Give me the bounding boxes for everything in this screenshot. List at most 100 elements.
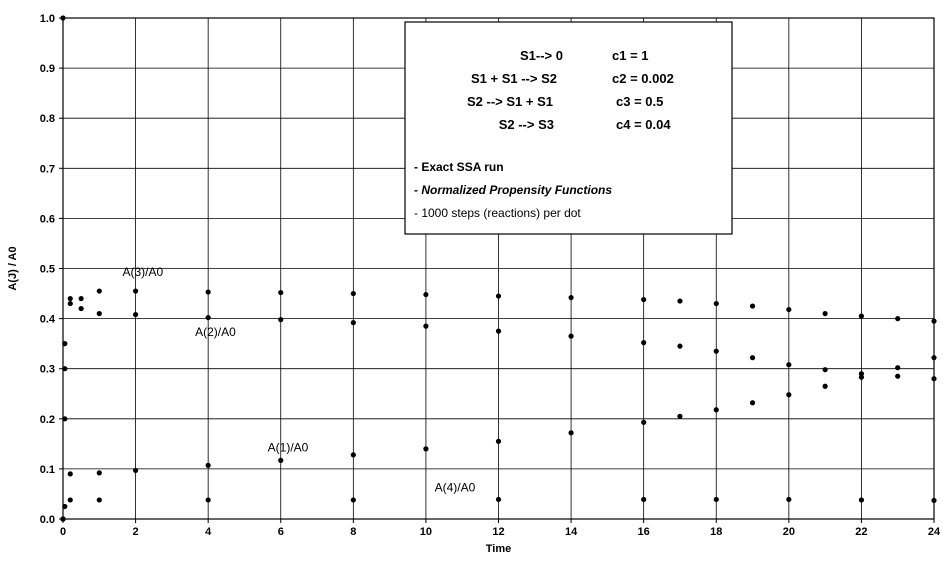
- data-point: [495, 496, 502, 503]
- data-point: [278, 457, 284, 463]
- legend-box: S1--> 0 c1 = 1 S1 + S1 --> S2 c2 = 0.002 S2 …: [404, 21, 733, 235]
- x-tick-label: 4: [205, 526, 212, 538]
- y-tick-labels: 0.0 0.1 0.2 0.3 0.4 0.5 0.6 0.7 0.8 0.9 1.0: [40, 13, 56, 526]
- data-point: [278, 289, 284, 296]
- data-point: [78, 295, 84, 302]
- data-point: [749, 355, 756, 361]
- data-point: [677, 343, 683, 349]
- series-label: A(2)/A0: [195, 325, 236, 339]
- data-point: [822, 383, 828, 389]
- data-point: [96, 497, 102, 503]
- data-point: [350, 497, 356, 503]
- data-point: [495, 328, 502, 334]
- data-point: [205, 314, 211, 321]
- x-tick-label: 2: [133, 526, 139, 538]
- data-point: [786, 306, 792, 313]
- x-tick-label: 6: [278, 526, 284, 538]
- series-label: A(1)/A0: [268, 440, 309, 454]
- series-label: A(4)/A0: [435, 480, 476, 494]
- y-axis-label: A(J) / A0: [7, 246, 19, 290]
- y-tick-label: 0.4: [40, 314, 56, 326]
- data-point: [132, 288, 139, 294]
- x-tick-label: 14: [565, 526, 578, 538]
- data-point: [786, 362, 792, 368]
- data-point: [205, 497, 211, 503]
- data-point: [713, 300, 719, 307]
- data-point: [568, 294, 574, 301]
- data-point: [858, 371, 865, 377]
- legend-reaction: S2 --> S3: [499, 117, 554, 132]
- legend-note: - 1000 steps (reactions) per dot: [414, 206, 581, 220]
- legend-reaction: S1--> 0: [520, 48, 563, 63]
- series-labels: A(3)/A0 A(2)/A0 A(1)/A0 A(4)/A0: [122, 265, 475, 494]
- x-tick-labels: 0 2 4 6 8 10 12 14 16 18 20 22 24: [60, 526, 941, 538]
- data-point: [67, 295, 73, 302]
- data-point: [786, 392, 792, 398]
- data-point: [495, 293, 502, 299]
- x-axis-label: Time: [486, 543, 511, 555]
- data-point: [423, 323, 429, 329]
- y-tick-label: 0.0: [40, 514, 55, 526]
- data-point: [822, 367, 828, 373]
- legend-frame: [404, 21, 733, 235]
- data-point: [350, 290, 356, 297]
- data-point: [96, 288, 102, 294]
- data-point: [641, 419, 647, 425]
- legend-reaction: S1 + S1 --> S2: [471, 71, 557, 86]
- data-point: [895, 365, 901, 371]
- legend-note: - Normalized Propensity Functions: [414, 183, 612, 197]
- data-point: [641, 296, 647, 303]
- series-label: A(3)/A0: [122, 265, 163, 279]
- data-point: [205, 462, 211, 468]
- data-point: [677, 413, 683, 419]
- data-point: [568, 333, 574, 339]
- y-tick-label: 0.3: [40, 364, 55, 376]
- y-tick-label: 0.6: [40, 213, 55, 225]
- data-point: [568, 430, 574, 436]
- data-point: [423, 446, 429, 452]
- data-point: [423, 291, 429, 298]
- data-point: [641, 340, 647, 346]
- data-point: [822, 310, 828, 317]
- data-point: [278, 317, 284, 323]
- data-point: [858, 313, 865, 319]
- legend-rate: c3 = 0.5: [616, 94, 663, 109]
- data-point: [67, 300, 73, 307]
- series-4: [60, 496, 937, 522]
- y-tick-label: 0.1: [40, 464, 55, 476]
- y-tick-label: 0.9: [40, 63, 55, 75]
- y-tick-label: 0.8: [40, 113, 55, 125]
- x-tick-label: 22: [855, 526, 867, 538]
- data-point: [749, 400, 756, 406]
- data-point: [786, 496, 792, 503]
- x-tick-label: 8: [350, 526, 356, 538]
- y-tick-label: 0.7: [40, 163, 55, 175]
- data-point: [132, 311, 139, 318]
- x-tick-label: 24: [928, 526, 941, 538]
- y-tick-label: 0.2: [40, 414, 55, 426]
- data-point: [713, 496, 719, 503]
- y-tick-label: 1.0: [40, 13, 55, 25]
- x-tick-label: 10: [420, 526, 432, 538]
- data-point: [749, 303, 756, 309]
- plot-frame: [62, 17, 935, 520]
- data-point: [350, 320, 356, 326]
- data-point: [67, 497, 73, 503]
- data-point: [713, 407, 719, 413]
- x-tick-label: 20: [783, 526, 795, 538]
- data-point: [858, 497, 865, 503]
- y-tick-label: 0.5: [40, 264, 55, 276]
- legend-note: - Exact SSA run: [414, 160, 504, 174]
- x-tick-label: 0: [60, 526, 66, 538]
- data-point: [350, 452, 356, 458]
- data-point: [205, 289, 211, 295]
- data-point: [677, 298, 683, 304]
- data-point: [895, 373, 901, 379]
- data-point: [96, 310, 102, 317]
- legend-rate: c2 = 0.002: [612, 71, 674, 86]
- legend-rate: c4 = 0.04: [616, 117, 671, 132]
- legend-reaction: S2 --> S1 + S1: [467, 94, 553, 109]
- data-point: [132, 467, 139, 474]
- x-tick-label: 16: [638, 526, 650, 538]
